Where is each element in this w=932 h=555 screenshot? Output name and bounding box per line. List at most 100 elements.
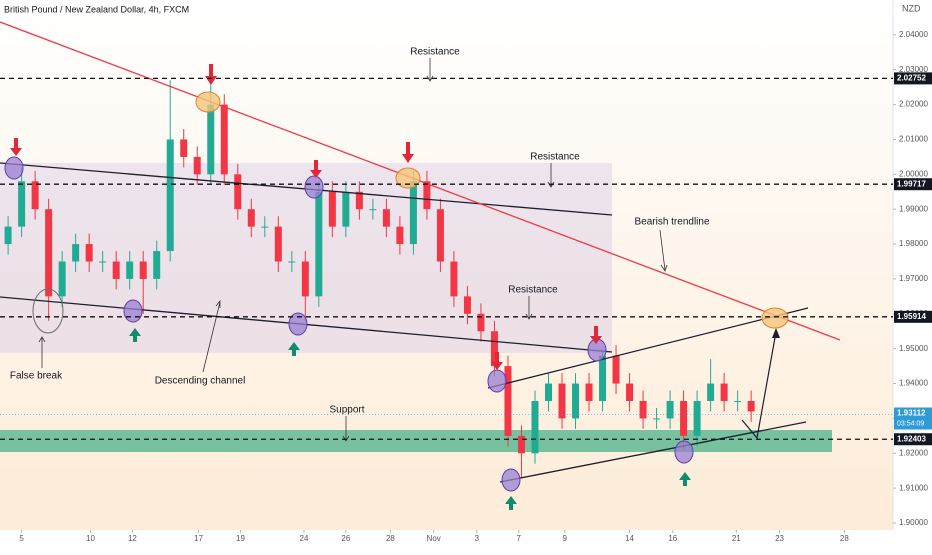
annotation: Resistance [530,152,580,163]
candle-body [247,209,255,227]
up-arrow [129,328,141,342]
candle-body [99,261,107,263]
up-arrow [505,496,517,510]
candle-body [396,226,404,245]
candle-body [31,181,39,210]
level-tag [894,310,932,323]
drawings [0,21,841,510]
candle-body [572,383,580,419]
candle-body [153,251,161,279]
annotation: Support [329,405,364,416]
candle-body [409,181,417,245]
candle-body [639,400,647,419]
level-label: 1.99717 [897,179,926,188]
touch-marker [304,175,324,199]
drawings-under [0,163,832,452]
candle-body [126,261,134,279]
callout [659,229,668,272]
candle-body [261,226,269,228]
x-tick-label: Nov [427,534,441,543]
candle-body [531,400,539,454]
candle-body [369,209,377,211]
y-tick-label: 1.90000 [899,518,928,527]
candle-body [301,261,309,297]
annotation: Resistance [508,285,558,296]
x-tick-label: 28 [386,534,395,543]
down-arrow [10,138,22,156]
candle-body [666,400,674,419]
x-tick-label: 16 [668,534,677,543]
y-tick-label: 2.01000 [899,135,928,144]
x-tick-label: 21 [732,534,741,543]
candle-body [45,209,53,297]
candle-body [112,261,120,279]
candle-body [180,139,188,157]
touch-marker [123,299,143,323]
level-label: 1.95914 [897,312,926,321]
candle-body [85,244,93,262]
candle-body [342,191,350,227]
candle-body [4,226,12,245]
candle-body [193,156,201,175]
y-tick-label: 1.98000 [899,239,928,248]
candle-body [517,435,525,454]
level-label: 2.02752 [897,73,926,82]
candle-body [328,191,336,227]
level-label: 1.92403 [897,434,926,443]
level-tag [894,433,932,446]
candle-body [315,191,323,297]
candle-body [72,244,80,262]
level-tag [894,72,932,85]
down-arrow [590,326,602,344]
down-arrow [205,64,217,85]
x-tick-label: 26 [341,534,350,543]
chart-title: British Pound / New Zealand Dollar, 4h, … [4,4,189,14]
current-price-label: 1.93112 [897,409,926,418]
candle-body [166,139,174,252]
x-tick-label: 19 [236,534,245,543]
touch-marker [487,369,507,393]
down-arrow [402,142,414,163]
y-tick-label: 1.99000 [899,204,928,213]
candle-body [423,181,431,210]
candle-body [544,383,552,401]
false-break-circle [32,288,64,334]
candle-body [504,366,512,436]
candle-body [355,191,363,210]
target-marker [761,307,789,329]
candle-body [477,313,485,332]
y-tick-label: 1.97000 [899,274,928,283]
rising-channel-top [487,307,809,389]
candle-body [274,226,282,262]
level-tag [894,178,932,191]
rising-channel-bottom [499,421,807,483]
candle-body [585,383,593,401]
annotation: Descending channel [155,376,246,387]
callout [426,58,434,82]
candle-body [653,418,661,420]
trendline-touch [195,91,221,113]
x-tick-label: 5 [19,534,24,543]
touch-marker [288,312,308,336]
projection-arrow [741,331,777,440]
price-axis-background [893,0,932,550]
candle-body [626,383,634,401]
axis-unit: NZD [902,3,921,13]
y-tick-label: 2.03000 [899,65,928,74]
x-tick-label: 7 [517,534,522,543]
annotation: False break [10,371,63,382]
up-arrow [288,342,300,356]
x-tick-label: 17 [194,534,203,543]
touch-marker [501,468,521,492]
candle-body [18,181,26,227]
up-arrow [679,472,691,486]
y-tick-label: 1.91000 [899,483,928,492]
candle-body [720,383,728,401]
x-tick-label: 14 [625,534,634,543]
y-tick-label: 1.95000 [899,344,928,353]
annotation: Bearish trendline [634,217,709,228]
candle-body [490,331,498,367]
x-tick-label: 23 [775,534,784,543]
touch-marker [674,440,694,464]
